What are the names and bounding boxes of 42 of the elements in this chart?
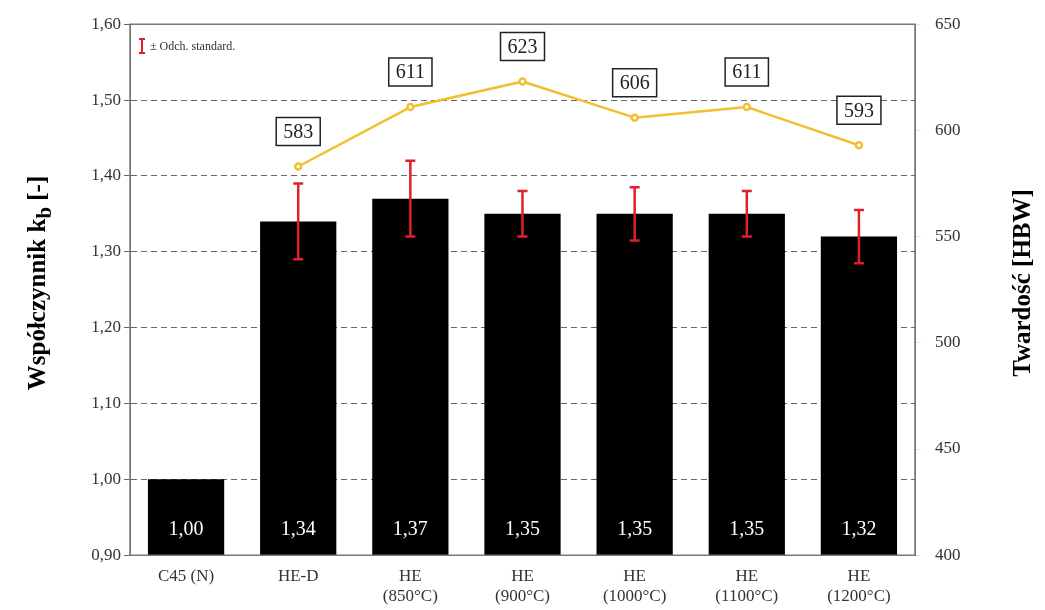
- point: [630, 113, 639, 122]
- y2-axis-title: Twardość [HBW]: [1008, 189, 1036, 377]
- y-tick-label: 1,10: [91, 392, 121, 412]
- data-label: 1,00: [168, 517, 204, 540]
- point: [518, 77, 527, 86]
- data-label: 611: [732, 60, 762, 83]
- x-tick-label: HE (1100°C): [715, 565, 779, 606]
- y2-tick-label: 650: [935, 13, 961, 33]
- data-label: 611: [395, 60, 425, 83]
- data-label: 583: [283, 119, 314, 142]
- data-label: 1,32: [841, 517, 877, 540]
- y-tick-label: 1,50: [91, 89, 121, 109]
- x-tick-label: C45 (N): [157, 565, 215, 585]
- y-tick-label: 1,20: [91, 317, 121, 337]
- y2-tick-label: 450: [935, 438, 961, 458]
- point: [293, 162, 303, 171]
- y-tick-label: 0,90: [91, 544, 121, 564]
- point: [854, 141, 864, 150]
- y2-tick-label: 500: [935, 332, 961, 352]
- y2-tick-label: 550: [935, 226, 961, 246]
- x-tick-label: HE (900°C): [495, 565, 550, 606]
- data-label: 606: [619, 70, 650, 93]
- y-tick-label: 1,30: [91, 241, 121, 261]
- data-label: 1,34: [280, 517, 316, 540]
- x-tick-label: HE (1000°C): [602, 565, 667, 606]
- data-label: 623: [507, 34, 538, 57]
- y2-tick-label: 400: [935, 544, 961, 564]
- data-label: 1,35: [729, 517, 765, 540]
- point: [742, 102, 752, 112]
- x-tick-label: HE-D: [277, 565, 319, 585]
- data-label: 1,35: [617, 517, 653, 540]
- y2-tick-label: 600: [935, 119, 961, 139]
- data-label: 593: [843, 98, 874, 121]
- x-tick-label: HE (850°C): [382, 565, 438, 606]
- data-label: 1,37: [392, 517, 428, 540]
- x-tick-label: HE (1200°C): [827, 565, 891, 606]
- y-tick-label: 1,00: [91, 468, 121, 488]
- y-tick-label: 1,60: [91, 13, 121, 33]
- point: [406, 102, 415, 112]
- annotation: ± Odch. standard.: [150, 38, 236, 54]
- data-label: 1,35: [505, 517, 540, 540]
- y-tick-label: 1,40: [91, 165, 121, 185]
